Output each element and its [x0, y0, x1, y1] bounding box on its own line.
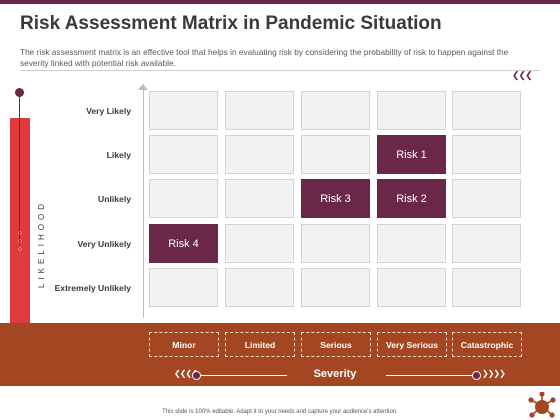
- double-chevron-left-icon: ❮❮❮❮: [174, 369, 198, 378]
- matrix-cell: [301, 91, 370, 130]
- matrix-cell: [149, 91, 218, 130]
- severity-right-line: [386, 375, 473, 376]
- matrix-cell: [225, 91, 294, 130]
- matrix-cell: [149, 268, 218, 307]
- footer-note: This slide is 100% editable. Adapt it to…: [162, 409, 398, 415]
- risk-cell: Risk 4: [149, 224, 218, 263]
- matrix-cell: [377, 91, 446, 130]
- matrix-cell: [452, 91, 521, 130]
- column-label: Catastrophic: [452, 332, 522, 357]
- matrix-cell: [225, 224, 294, 263]
- column-label: Minor: [149, 332, 219, 357]
- matrix-cell: [225, 179, 294, 218]
- row-label: Very Likely: [86, 106, 131, 116]
- top-accent-bar: [0, 0, 560, 4]
- row-label: Likely: [106, 150, 131, 160]
- matrix-cell: [377, 224, 446, 263]
- likelihood-markers: ○ ○ ○: [17, 230, 23, 253]
- virus-icon: [528, 392, 556, 418]
- risk-cell: Risk 3: [301, 179, 370, 218]
- matrix-cell: [149, 135, 218, 174]
- column-label: Very Serious: [377, 332, 447, 357]
- column-label: Serious: [301, 332, 371, 357]
- double-chevron-left-icon: ❮❮❮: [512, 70, 533, 80]
- matrix-cell: [452, 268, 521, 307]
- row-label: Very Unlikely: [77, 239, 131, 249]
- matrix-cell: [225, 268, 294, 307]
- severity-left-dot: [192, 371, 201, 380]
- matrix-cell: [149, 179, 218, 218]
- severity-left-line: [201, 375, 287, 376]
- severity-axis-label: Severity: [313, 368, 357, 380]
- matrix-cell: [452, 224, 521, 263]
- risk-cell: Risk 2: [377, 179, 446, 218]
- risk-cell: Risk 1: [377, 135, 446, 174]
- matrix-cell: [452, 135, 521, 174]
- likelihood-dot: [15, 88, 24, 97]
- likelihood-line: [19, 95, 20, 245]
- row-label: Extremely Unlikely: [54, 283, 131, 293]
- matrix-cell: [225, 135, 294, 174]
- row-label: Unlikely: [98, 194, 131, 204]
- divider: [20, 70, 540, 71]
- matrix-cell: [377, 268, 446, 307]
- column-label: Limited: [225, 332, 295, 357]
- double-chevron-right-icon: ❯❯❯❯: [482, 369, 506, 378]
- severity-right-dot: [472, 371, 481, 380]
- matrix-cell: [301, 135, 370, 174]
- y-axis-arrow: [138, 84, 148, 90]
- page-title: Risk Assessment Matrix in Pandemic Situa…: [20, 13, 442, 34]
- y-axis-line: [143, 88, 144, 318]
- matrix-cell: [301, 268, 370, 307]
- matrix-cell: [452, 179, 521, 218]
- description-text: The risk assessment matrix is an effecti…: [20, 47, 509, 68]
- matrix-cell: [301, 224, 370, 263]
- likelihood-bar: [10, 118, 30, 343]
